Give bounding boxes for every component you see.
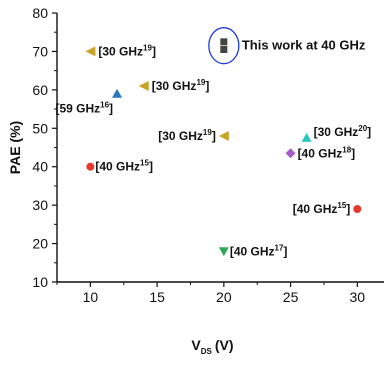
data-point-circle <box>86 162 95 171</box>
x-tick-label: 15 <box>149 289 165 305</box>
this-work-label: This work at 40 GHz <box>242 38 366 53</box>
x-tick-label: 20 <box>216 289 232 305</box>
point-annotation: [30 GHz19] <box>158 128 216 143</box>
point-annotation: [40 GHz18] <box>298 145 356 160</box>
x-axis-title-main: V <box>191 337 201 353</box>
data-point-triangle-left <box>85 46 96 57</box>
data-points <box>85 38 362 257</box>
point-annotation: [40 GHz15] <box>293 201 351 216</box>
data-point-diamond <box>285 148 296 159</box>
y-tick-label: 10 <box>32 274 48 290</box>
y-axis-ticks: 10 20 30 40 50 60 70 80 <box>32 5 57 290</box>
point-annotation: [30 GHz19] <box>98 43 156 58</box>
point-annotation: [30 GHz19] <box>152 78 210 93</box>
data-point-triangle-up <box>301 132 312 142</box>
x-tick-label: 25 <box>283 289 299 305</box>
y-axis-title: PAE (%) <box>7 121 23 174</box>
point-labels: [30 GHz19] [30 GHz19] [59 GHz16] [30 GHz19]… <box>55 43 371 258</box>
x-axis-title-subscript: DS <box>201 347 213 356</box>
data-point-square <box>220 38 228 46</box>
x-tick-label: 30 <box>350 289 366 305</box>
data-point-circle <box>353 204 362 213</box>
data-point-square <box>220 46 228 54</box>
point-annotation: [40 GHz17] <box>230 243 288 258</box>
x-tick-label: 10 <box>83 289 99 305</box>
data-point-triangle-up <box>112 88 123 98</box>
this-work-highlight-ellipse <box>208 27 240 65</box>
point-annotation: [40 GHz15] <box>95 159 153 174</box>
y-tick-label: 40 <box>32 159 48 175</box>
y-tick-label: 50 <box>32 120 48 136</box>
data-point-triangle-left <box>218 130 229 141</box>
x-axis-title-unit: (V) <box>215 337 234 353</box>
data-point-triangle-down <box>218 247 229 257</box>
y-tick-label: 70 <box>32 43 48 59</box>
y-tick-label: 20 <box>32 236 48 252</box>
point-annotation: [30 GHz20] <box>314 124 372 139</box>
point-annotation: [59 GHz16] <box>55 101 113 116</box>
x-axis-title: VDS (V) <box>191 337 233 356</box>
y-tick-label: 30 <box>32 197 48 213</box>
x-axis-ticks: 10 15 20 25 30 <box>56 282 366 305</box>
data-point-triangle-left <box>138 81 149 92</box>
y-tick-label: 80 <box>32 5 48 21</box>
y-tick-label: 60 <box>32 82 48 98</box>
